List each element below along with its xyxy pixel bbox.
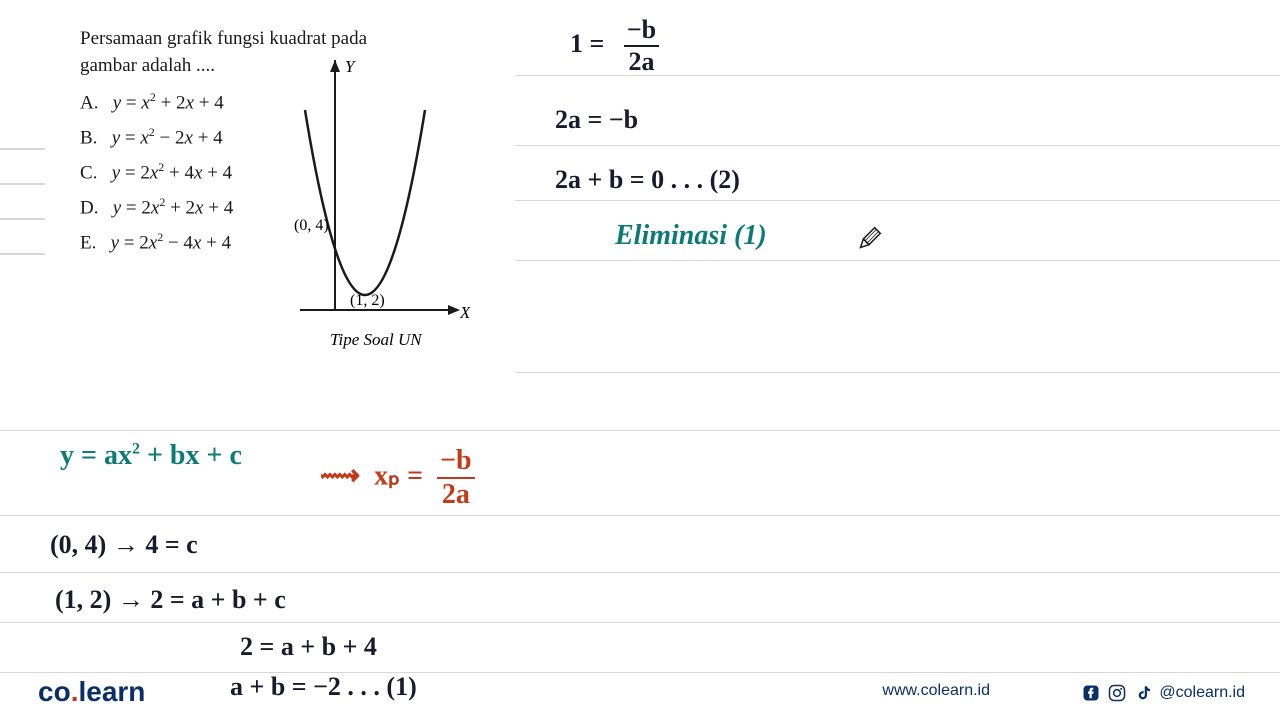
footer-social: @colearn.id	[1080, 684, 1245, 702]
option-a: A. y = x2 + 2x + 4	[80, 90, 224, 114]
option-b: B. y = x2 − 2x + 4	[80, 125, 223, 149]
logo: co.learn	[38, 676, 145, 708]
instagram-icon	[1108, 684, 1126, 702]
svg-text:Tipe Soal UN: Tipe Soal UN	[330, 330, 423, 349]
footer-website: www.colearn.id	[882, 682, 990, 700]
option-c: C. y = 2x2 + 4x + 4	[80, 160, 232, 184]
point-2: (1, 2) → 2 = a + b + c	[55, 585, 286, 615]
eq-vertex-1: 1 = −b2a	[570, 15, 659, 77]
svg-text:(1, 2): (1, 2)	[350, 292, 385, 309]
eq-2a-plus-b: 2a + b = 0 . . . (2)	[555, 165, 740, 195]
vertex-formula: ⟿ xₚ = −b2a	[320, 445, 475, 511]
option-e: E. y = 2x2 − 4x + 4	[80, 230, 231, 254]
step-eliminasi: Eliminasi (1)	[615, 220, 767, 252]
question-line-1: Persamaan grafik fungsi kuadrat pada	[80, 28, 367, 50]
eq-2a-eq-negb: 2a = −b	[555, 105, 638, 135]
tiktok-icon	[1135, 684, 1153, 702]
svg-text:(0, 4): (0, 4)	[294, 217, 329, 234]
svg-text:Y: Y	[345, 60, 356, 76]
pencil-icon	[855, 225, 883, 253]
parabola-graph: Y X (0, 4) (1, 2) Tipe Soal UN	[290, 60, 470, 330]
sub-2: a + b = −2 . . . (1)	[230, 672, 417, 702]
facebook-icon	[1082, 684, 1100, 702]
general-formula: y = ax2 + bx + c	[60, 440, 242, 472]
svg-text:X: X	[459, 303, 470, 322]
question-line-2: gambar adalah ....	[80, 55, 215, 77]
sub-1: 2 = a + b + 4	[240, 632, 377, 662]
point-1: (0, 4) → 4 = c	[50, 530, 198, 560]
option-d: D. y = 2x2 + 2x + 4	[80, 195, 233, 219]
